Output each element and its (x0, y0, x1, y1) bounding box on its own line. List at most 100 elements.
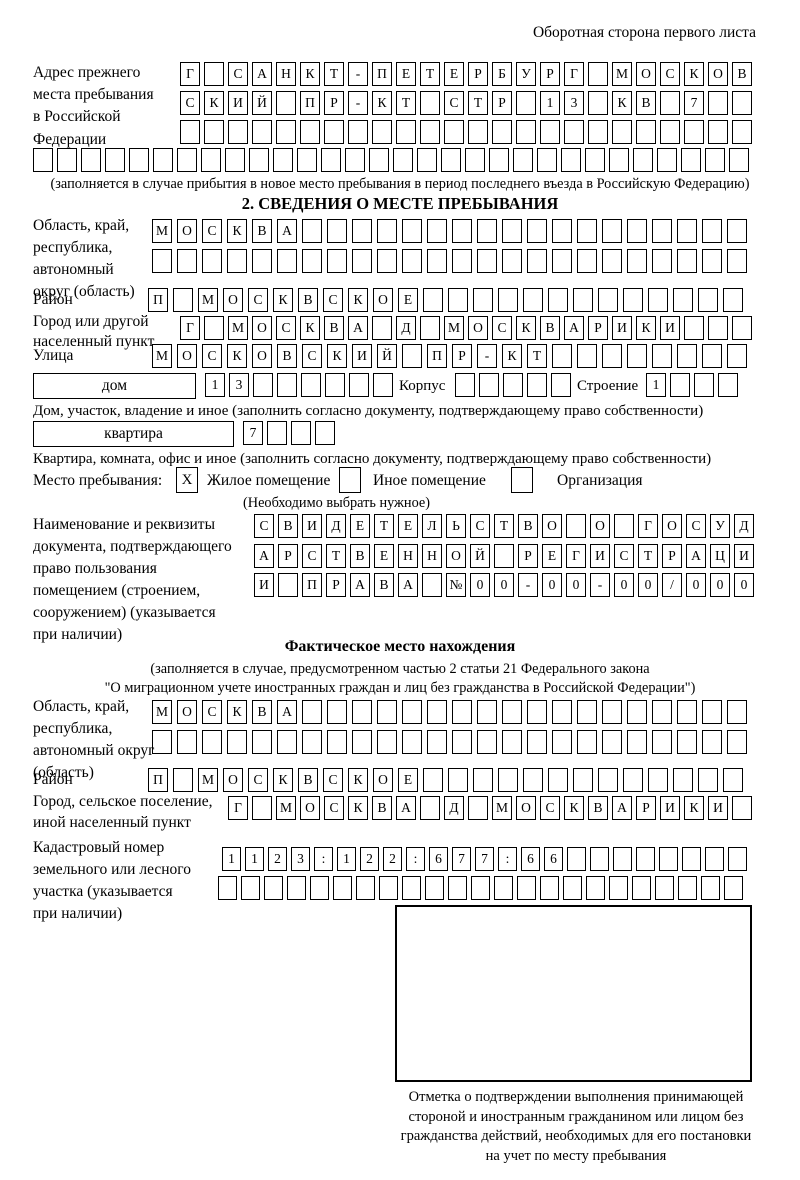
char-cell[interactable]: : (498, 847, 517, 871)
char-cell[interactable] (452, 700, 472, 724)
char-cell[interactable] (677, 700, 697, 724)
char-cell[interactable] (173, 288, 193, 312)
char-cell[interactable]: М (198, 768, 218, 792)
char-cell[interactable]: О (542, 514, 562, 538)
char-cell[interactable]: № (446, 573, 466, 597)
char-cell[interactable] (586, 876, 605, 900)
char-cell[interactable] (652, 700, 672, 724)
char-cell[interactable] (724, 876, 743, 900)
char-cell[interactable] (321, 148, 341, 172)
char-cell[interactable] (614, 514, 634, 538)
char-cell[interactable]: У (516, 62, 536, 86)
char-cell[interactable] (452, 249, 472, 273)
char-cell[interactable] (552, 344, 572, 368)
char-cell[interactable] (503, 373, 523, 397)
char-cell[interactable] (732, 796, 752, 820)
char-cell[interactable] (287, 876, 306, 900)
char-cell[interactable] (552, 249, 572, 273)
char-cell[interactable] (448, 768, 468, 792)
char-cell[interactable] (468, 120, 488, 144)
char-cell[interactable] (517, 876, 536, 900)
char-cell[interactable] (623, 768, 643, 792)
char-cell[interactable] (152, 249, 172, 273)
char-cell[interactable]: А (348, 316, 368, 340)
char-cell[interactable]: М (444, 316, 464, 340)
char-cell[interactable] (81, 148, 101, 172)
char-cell[interactable]: Р (540, 62, 560, 86)
char-cell[interactable] (372, 120, 392, 144)
char-cell[interactable] (670, 373, 690, 397)
char-cell[interactable] (732, 91, 752, 115)
char-cell[interactable] (561, 148, 581, 172)
char-cell[interactable]: И (708, 796, 728, 820)
checkbox-other-premises[interactable] (339, 467, 361, 493)
char-cell[interactable] (465, 148, 485, 172)
char-cell[interactable]: С (470, 514, 490, 538)
char-cell[interactable]: В (350, 544, 370, 568)
char-cell[interactable] (448, 876, 467, 900)
char-cell[interactable] (441, 148, 461, 172)
char-cell[interactable] (577, 219, 597, 243)
char-cell[interactable]: И (734, 544, 754, 568)
char-cell[interactable] (468, 796, 488, 820)
char-cell[interactable] (369, 148, 389, 172)
char-cell[interactable] (588, 62, 608, 86)
char-cell[interactable] (652, 219, 672, 243)
char-cell[interactable]: 1 (337, 847, 356, 871)
char-cell[interactable] (702, 730, 722, 754)
char-cell[interactable]: А (277, 700, 297, 724)
char-cell[interactable] (708, 316, 728, 340)
char-cell[interactable] (513, 148, 533, 172)
char-cell[interactable] (609, 876, 628, 900)
char-cell[interactable] (609, 148, 629, 172)
char-cell[interactable]: И (590, 544, 610, 568)
char-cell[interactable]: В (252, 219, 272, 243)
char-cell[interactable] (227, 730, 247, 754)
char-cell[interactable]: О (662, 514, 682, 538)
char-cell[interactable] (402, 700, 422, 724)
char-cell[interactable] (372, 316, 392, 340)
char-cell[interactable] (705, 847, 724, 871)
char-cell[interactable] (452, 219, 472, 243)
char-cell[interactable] (180, 120, 200, 144)
char-cell[interactable]: Г (638, 514, 658, 538)
char-cell[interactable] (698, 768, 718, 792)
char-cell[interactable]: Й (470, 544, 490, 568)
char-cell[interactable]: 0 (686, 573, 706, 597)
char-cell[interactable] (540, 876, 559, 900)
char-cell[interactable]: 2 (360, 847, 379, 871)
char-cell[interactable] (494, 876, 513, 900)
char-cell[interactable]: 6 (544, 847, 563, 871)
char-cell[interactable] (684, 316, 704, 340)
char-cell[interactable]: 1 (646, 373, 666, 397)
char-cell[interactable] (278, 573, 298, 597)
char-cell[interactable] (727, 219, 747, 243)
char-cell[interactable]: Р (636, 796, 656, 820)
char-cell[interactable]: О (177, 344, 197, 368)
char-cell[interactable] (173, 768, 193, 792)
char-cell[interactable] (264, 876, 283, 900)
char-cell[interactable]: У (710, 514, 730, 538)
char-cell[interactable]: Л (422, 514, 442, 538)
char-cell[interactable] (652, 249, 672, 273)
char-cell[interactable] (327, 700, 347, 724)
char-cell[interactable] (632, 876, 651, 900)
char-cell[interactable]: К (348, 768, 368, 792)
char-cell[interactable]: Е (398, 288, 418, 312)
char-cell[interactable]: 7 (243, 421, 263, 445)
char-cell[interactable]: : (314, 847, 333, 871)
char-cell[interactable] (702, 249, 722, 273)
char-cell[interactable] (527, 730, 547, 754)
char-cell[interactable] (677, 344, 697, 368)
char-cell[interactable]: И (302, 514, 322, 538)
char-cell[interactable] (551, 373, 571, 397)
char-cell[interactable] (659, 847, 678, 871)
char-cell[interactable]: В (278, 514, 298, 538)
char-cell[interactable]: Т (468, 91, 488, 115)
char-cell[interactable]: С (202, 219, 222, 243)
char-cell[interactable]: А (564, 316, 584, 340)
char-cell[interactable]: 0 (542, 573, 562, 597)
char-cell[interactable]: / (662, 573, 682, 597)
char-cell[interactable] (727, 700, 747, 724)
char-cell[interactable]: С (323, 768, 343, 792)
